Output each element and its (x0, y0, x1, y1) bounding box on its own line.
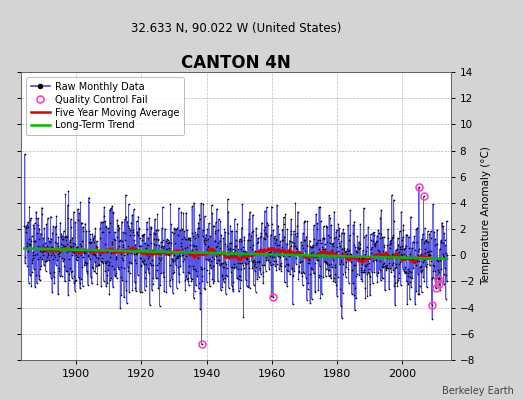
Legend: Raw Monthly Data, Quality Control Fail, Five Year Moving Average, Long-Term Tren: Raw Monthly Data, Quality Control Fail, … (26, 77, 184, 135)
Y-axis label: Temperature Anomaly (°C): Temperature Anomaly (°C) (481, 146, 490, 286)
Text: Berkeley Earth: Berkeley Earth (442, 386, 514, 396)
Title: CANTON 4N: CANTON 4N (181, 54, 291, 72)
Text: 32.633 N, 90.022 W (United States): 32.633 N, 90.022 W (United States) (130, 22, 341, 34)
